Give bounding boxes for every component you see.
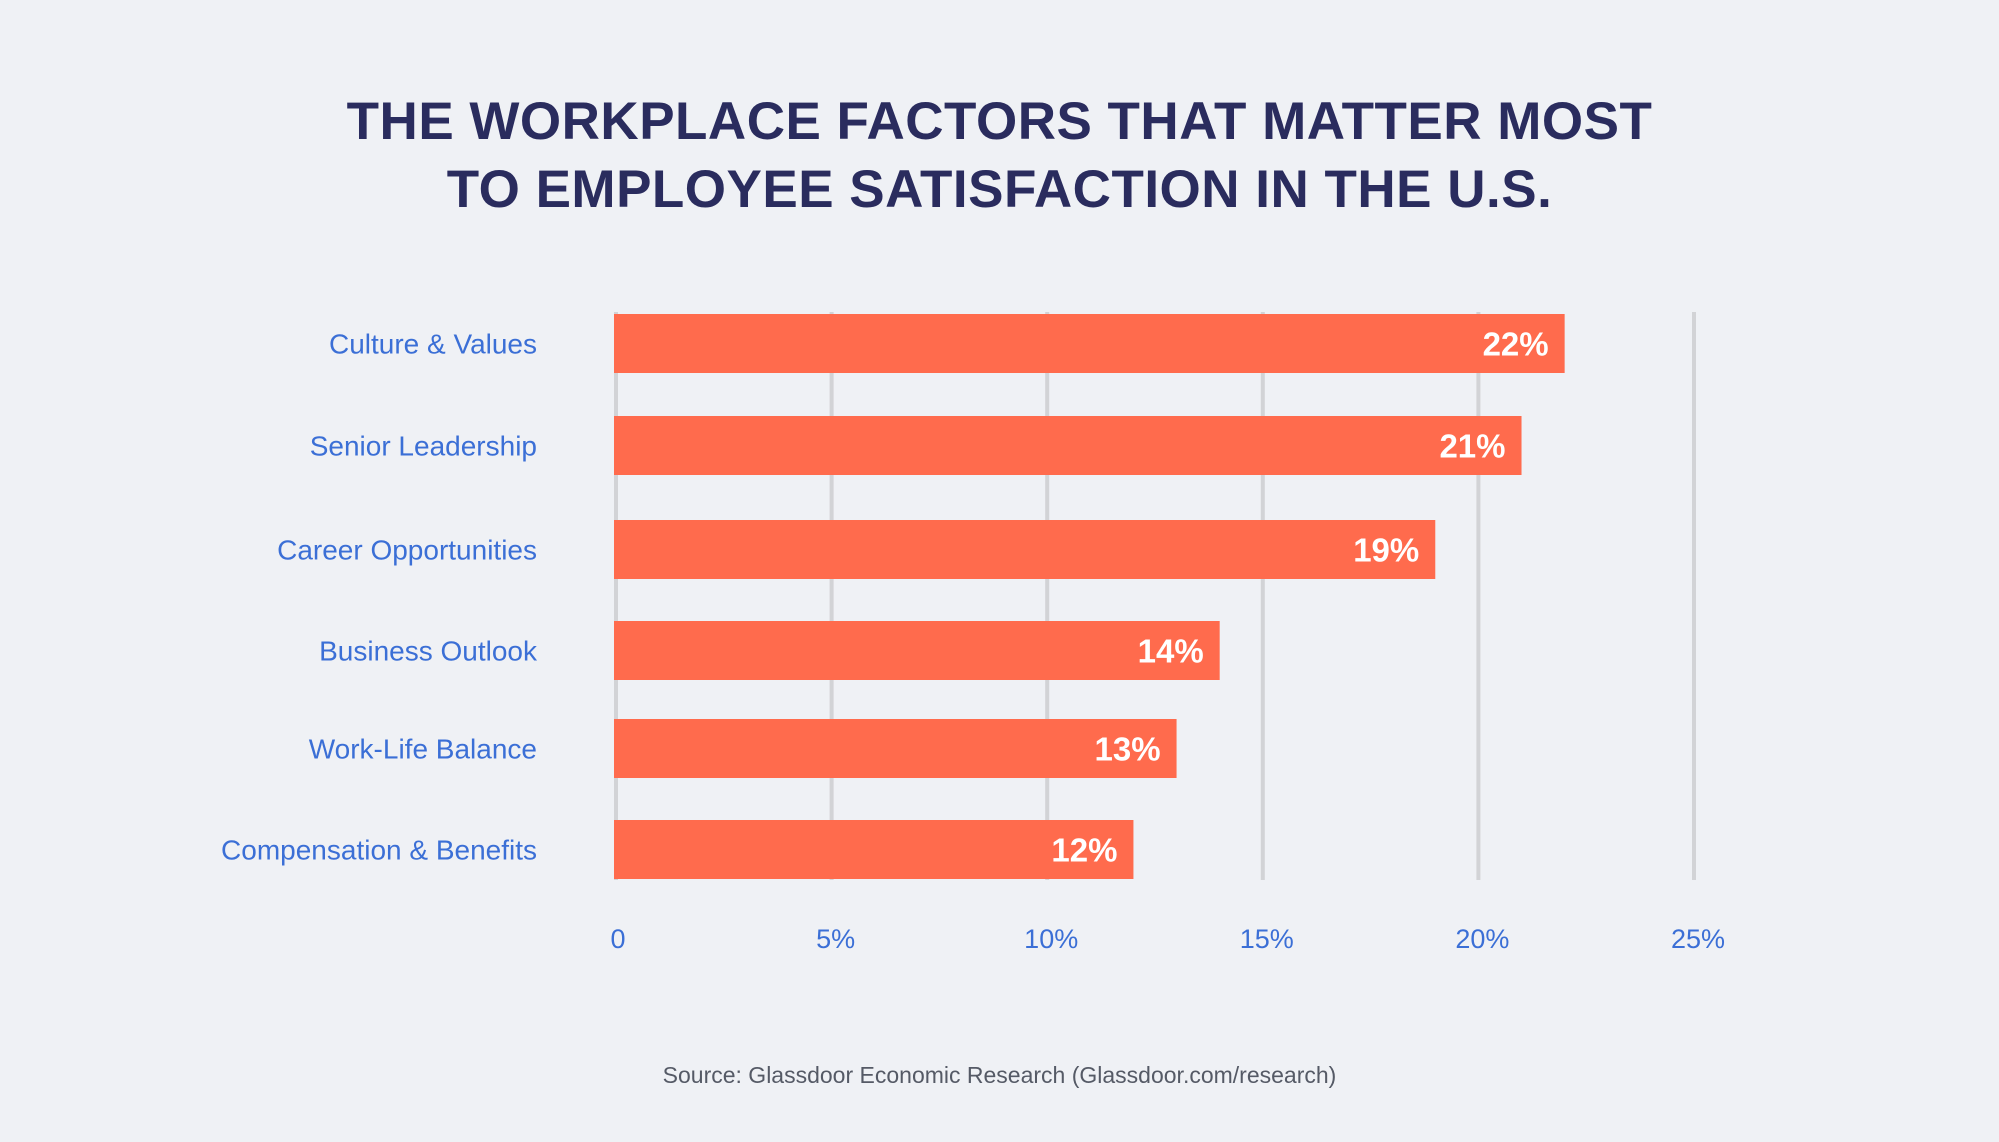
category-label: Culture & Values <box>329 329 537 360</box>
bar-value-label: 22% <box>1483 326 1549 363</box>
x-tick-label: 10% <box>1024 924 1078 954</box>
bar-value-label: 21% <box>1439 428 1505 465</box>
bar <box>614 416 1522 475</box>
bar <box>614 820 1134 879</box>
bar-value-label: 19% <box>1353 532 1419 569</box>
title-line-2: TO EMPLOYEE SATISFACTION IN THE U.S. <box>446 160 1553 219</box>
source-note: Source: Glassdoor Economic Research (Gla… <box>662 1062 1337 1088</box>
bar <box>614 520 1436 579</box>
bar-value-label: 14% <box>1138 633 1204 670</box>
category-label: Senior Leadership <box>310 431 537 462</box>
chart-title: THE WORKPLACE FACTORS THAT MATTER MOST T… <box>0 88 1999 224</box>
x-tick-label: 0 <box>610 924 625 954</box>
x-tick-label: 20% <box>1455 924 1509 954</box>
bar <box>614 621 1220 680</box>
bar-value-label: 13% <box>1094 731 1160 768</box>
category-label: Work-Life Balance <box>309 734 537 765</box>
bar <box>614 314 1565 373</box>
bar <box>614 719 1177 778</box>
x-tick-label: 25% <box>1671 924 1725 954</box>
category-label: Compensation & Benefits <box>221 835 537 866</box>
category-label: Business Outlook <box>319 636 538 667</box>
bar-value-label: 12% <box>1051 832 1117 869</box>
x-tick-label: 5% <box>816 924 855 954</box>
title-line-1: THE WORKPLACE FACTORS THAT MATTER MOST <box>346 92 1653 151</box>
x-tick-label: 15% <box>1240 924 1294 954</box>
category-label: Career Opportunities <box>277 535 537 566</box>
